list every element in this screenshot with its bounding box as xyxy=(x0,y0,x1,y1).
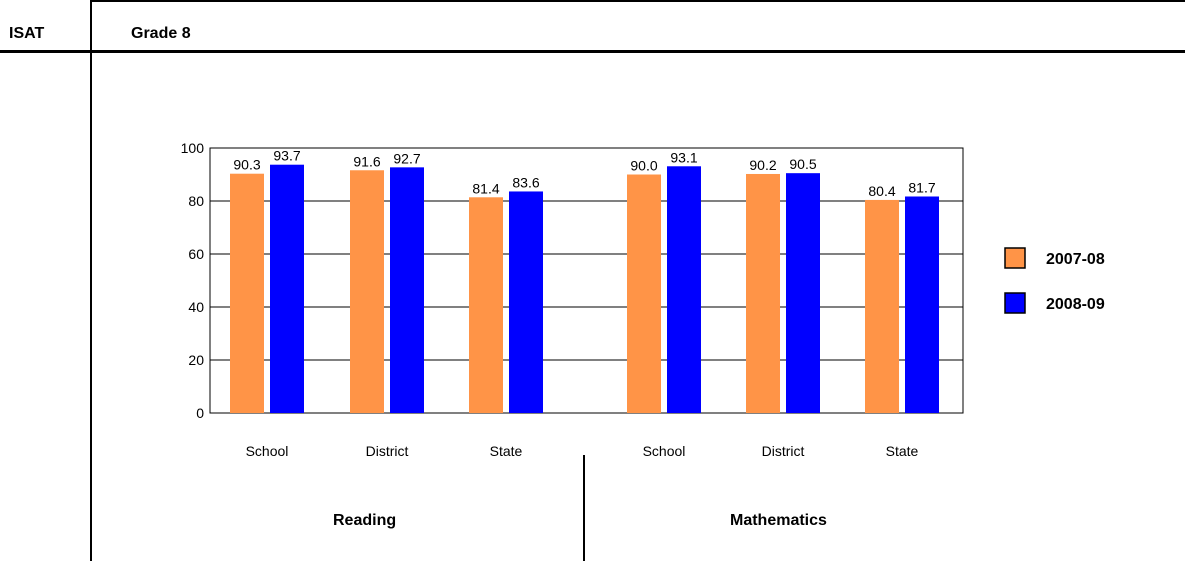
data-label: 90.3 xyxy=(233,157,260,173)
category-label: School xyxy=(246,443,289,459)
legend-swatch xyxy=(1004,292,1026,314)
bar xyxy=(786,173,820,413)
y-tick-label: 40 xyxy=(188,299,204,315)
legend-label: 2007-08 xyxy=(1046,251,1105,268)
plot-frame xyxy=(209,147,964,414)
bar xyxy=(390,167,424,413)
legend-swatch xyxy=(1004,247,1026,269)
bar xyxy=(350,170,384,413)
group-label-reading: Reading xyxy=(333,512,397,529)
bar xyxy=(230,173,264,413)
data-label: 81.7 xyxy=(908,179,935,195)
category-label: State xyxy=(886,443,919,459)
header-separator xyxy=(0,50,1185,53)
data-label: 92.7 xyxy=(393,150,420,166)
bar xyxy=(746,173,780,413)
bar xyxy=(905,196,939,413)
data-label: 90.2 xyxy=(749,157,776,173)
page-title: Grade 8 xyxy=(131,25,191,42)
y-tick-label: 20 xyxy=(188,352,204,368)
top-border xyxy=(90,0,1185,2)
bar xyxy=(469,197,503,413)
y-tick-label: 60 xyxy=(188,246,204,262)
category-label: District xyxy=(366,443,409,459)
data-label: 80.4 xyxy=(868,183,895,199)
group-divider xyxy=(583,455,585,561)
row-label: ISAT xyxy=(9,25,45,42)
data-label: 91.6 xyxy=(353,153,380,169)
data-label: 81.4 xyxy=(472,180,499,196)
category-label: School xyxy=(643,443,686,459)
category-label: District xyxy=(762,443,805,459)
bar xyxy=(270,164,304,413)
data-label: 90.0 xyxy=(630,158,657,174)
bar xyxy=(865,199,899,413)
bar xyxy=(509,191,543,413)
y-tick-label: 100 xyxy=(181,140,205,156)
data-label: 93.1 xyxy=(670,149,697,165)
y-tick-label: 0 xyxy=(196,405,204,421)
data-label: 90.5 xyxy=(789,156,816,172)
group-label-mathematics: Mathematics xyxy=(730,512,827,529)
category-label: State xyxy=(490,443,523,459)
bar xyxy=(627,174,661,413)
data-label: 93.7 xyxy=(273,148,300,164)
y-tick-label: 80 xyxy=(188,193,204,209)
data-label: 83.6 xyxy=(512,174,539,190)
left-column-divider xyxy=(90,0,92,561)
legend-label: 2008-09 xyxy=(1046,296,1105,313)
bar xyxy=(667,166,701,413)
